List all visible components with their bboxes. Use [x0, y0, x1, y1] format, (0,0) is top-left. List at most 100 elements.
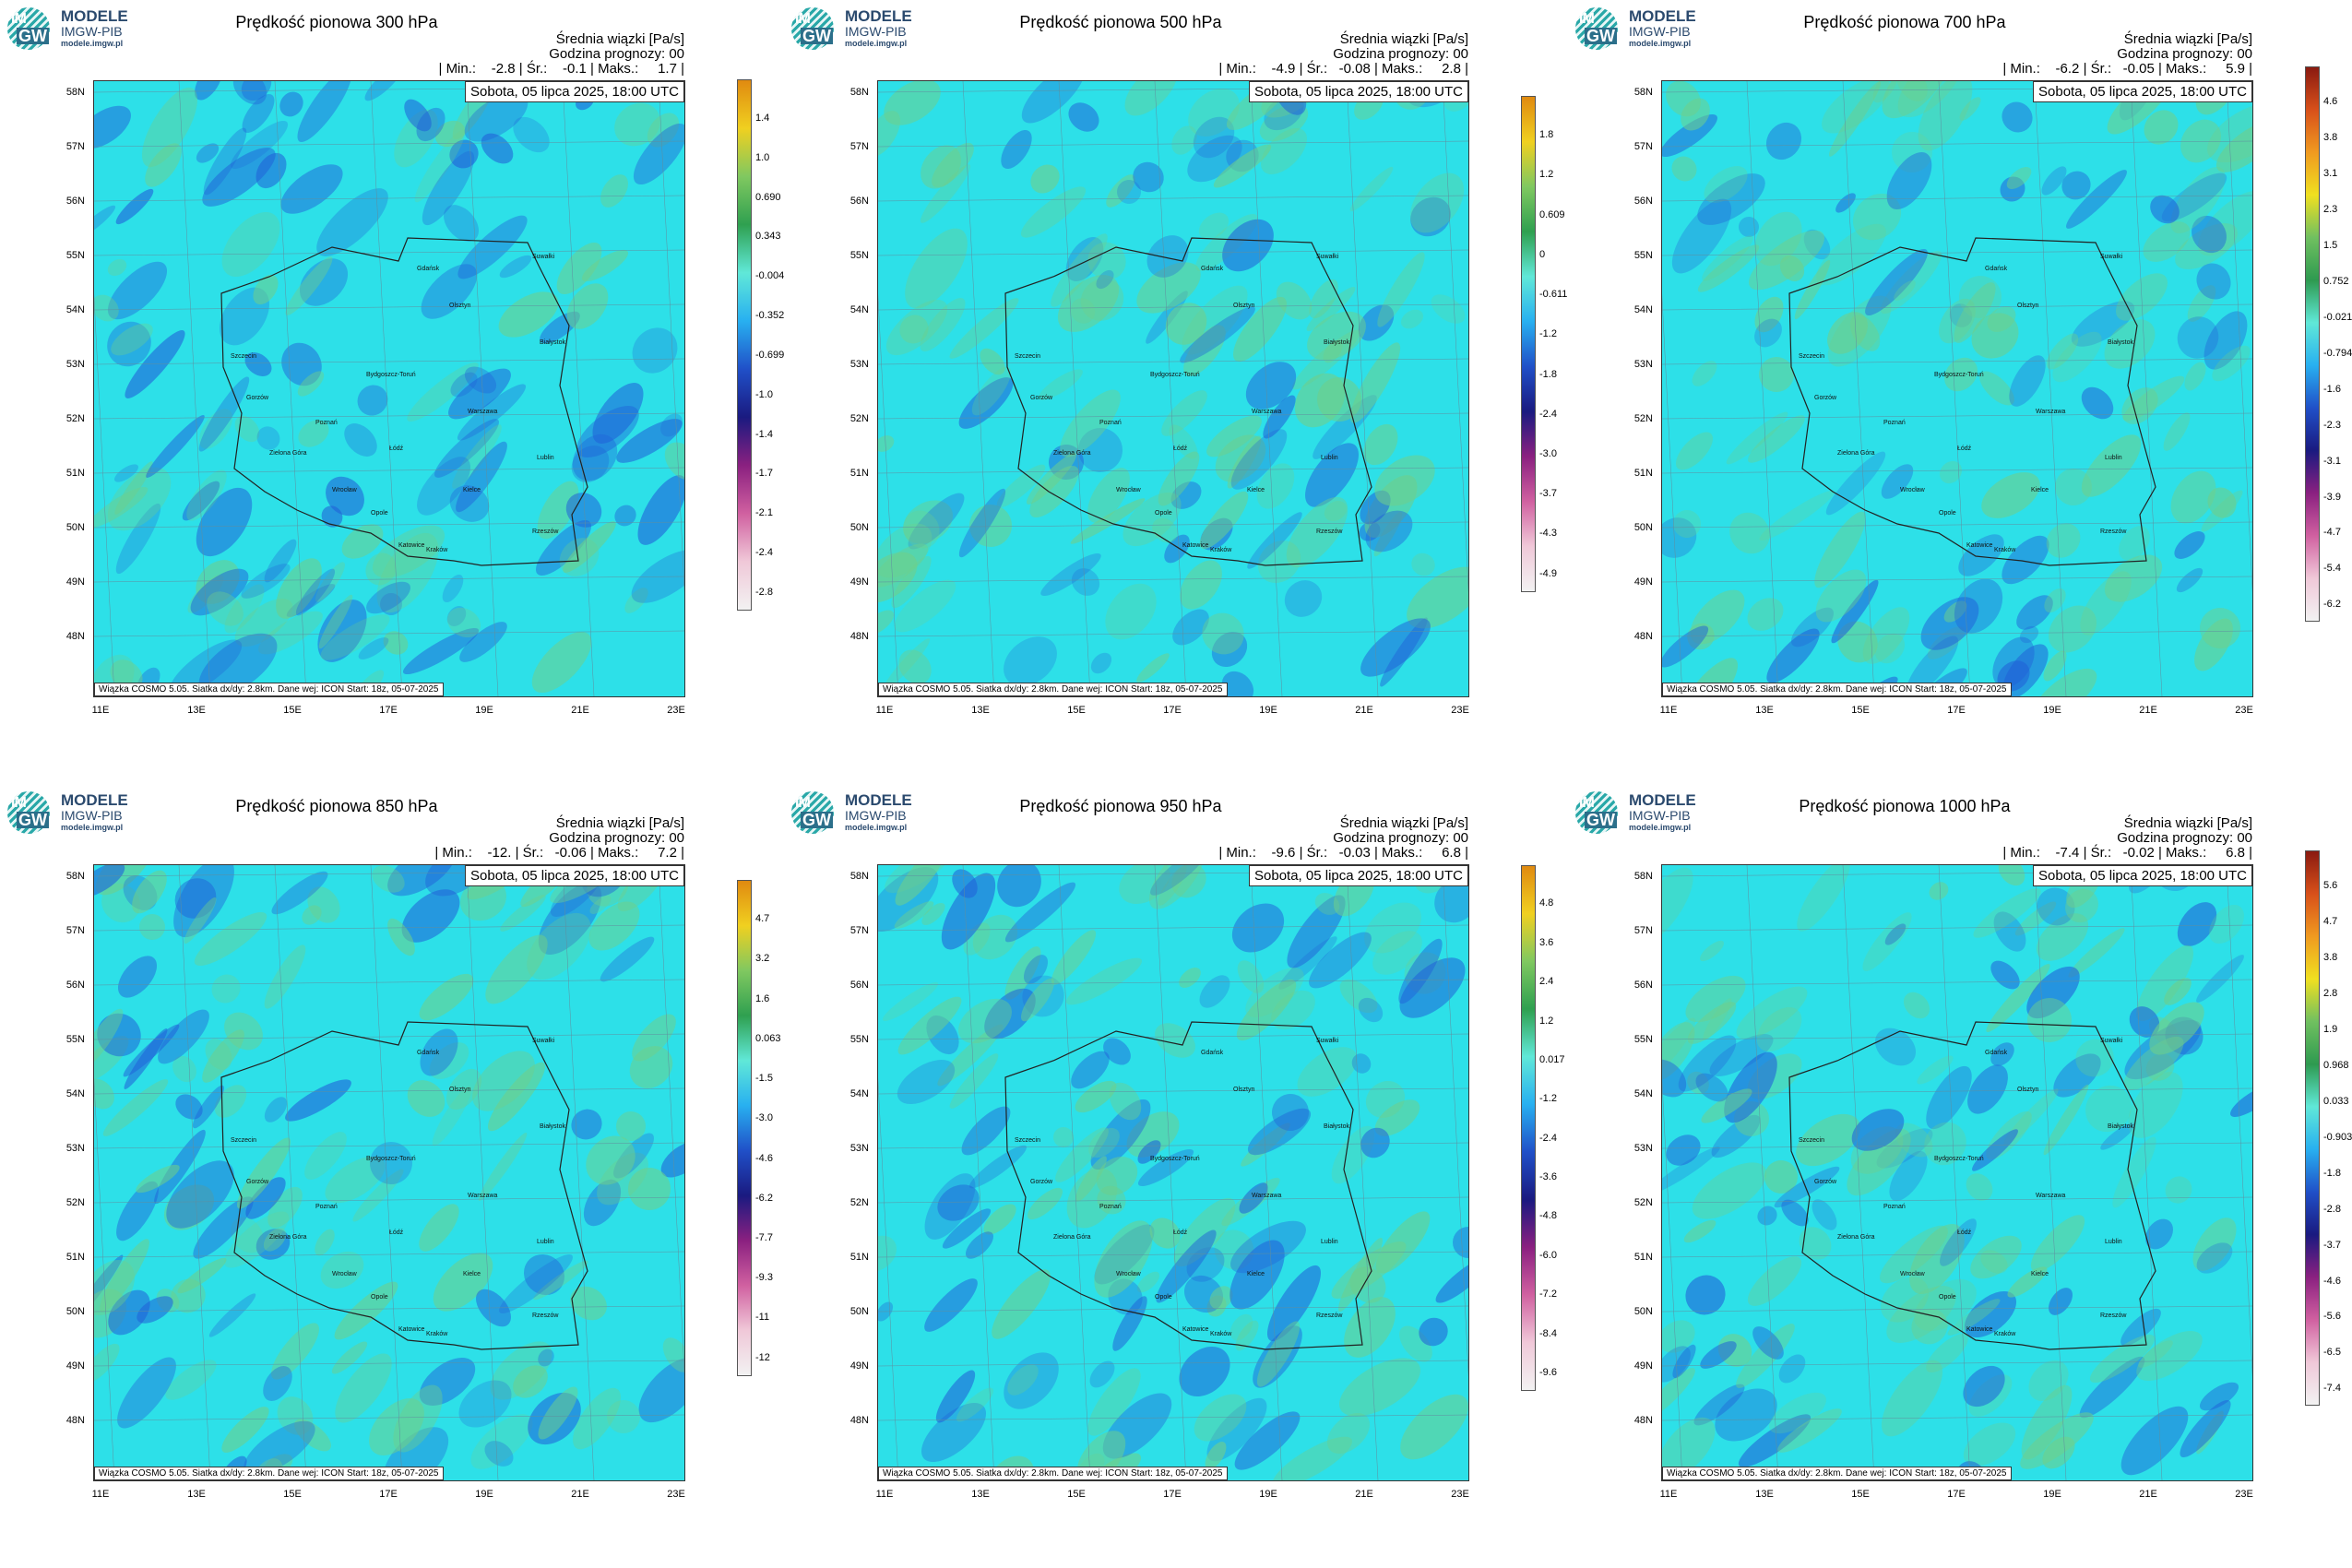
downdraft-patch	[1894, 280, 1916, 301]
updraft-patch	[1247, 1108, 1312, 1156]
colorbar-tick: -4.9	[1539, 567, 1557, 579]
lon-tick-label: 17E	[1947, 705, 1966, 716]
lon-tick-label: 17E	[1947, 1489, 1966, 1500]
updraft-patch	[924, 1278, 978, 1332]
city-label: Opole	[371, 510, 388, 517]
lat-tick-label: 50N	[65, 522, 85, 533]
downdraft-patch	[352, 1169, 404, 1222]
updraft-patch	[2144, 1218, 2174, 1250]
updraft-patch	[2037, 887, 2075, 926]
city-label: Warszawa	[2036, 1193, 2066, 1199]
graticule-lon	[466, 865, 499, 1480]
downdraft-patch	[882, 982, 939, 1021]
downdraft-patch	[2200, 608, 2240, 648]
downdraft-patch	[2021, 1384, 2073, 1460]
colorbar-tick: -0.699	[755, 349, 785, 361]
panel-title: Prędkość pionowa 1000 hPa	[1799, 797, 2011, 815]
updraft-patch	[1179, 1346, 1230, 1397]
colorbar-tick: 4.7	[2323, 915, 2338, 927]
updraft-patch	[443, 205, 480, 242]
colorbar-tick: 0.752	[2323, 275, 2349, 287]
downdraft-patch	[1202, 612, 1244, 655]
updraft-patch	[2180, 1399, 2231, 1458]
updraft-patch	[241, 81, 272, 101]
updraft-patch	[1666, 1134, 1701, 1166]
downdraft-patch	[1881, 1360, 1943, 1437]
colorbar-tick: 1.9	[2323, 1023, 2338, 1035]
city-label: Szczecin	[1799, 1137, 1824, 1144]
valid-date-label: Sobota, 05 lipca 2025, 18:00 UTC	[1249, 81, 1468, 102]
panel-title: Prędkość pionowa 300 hPa	[235, 13, 438, 31]
downdraft-patch	[1158, 451, 1200, 506]
lon-tick-label: 19E	[1259, 1489, 1277, 1500]
downdraft-patch	[1827, 312, 1868, 354]
lon-tick-label: 17E	[1163, 1489, 1182, 1500]
downdraft-patch	[100, 1239, 149, 1313]
lat-tick-label: 49N	[849, 576, 869, 588]
downdraft-patch	[1026, 453, 1077, 505]
downdraft-patch	[2170, 470, 2216, 524]
downdraft-patch	[445, 1068, 482, 1111]
lat-tick-label: 58N	[65, 871, 85, 882]
lat-tick-label: 58N	[849, 87, 869, 98]
graticule-lon	[370, 81, 403, 696]
lon-tick-label: 21E	[571, 1489, 589, 1500]
downdraft-patch	[407, 1080, 445, 1117]
updraft-patch	[1964, 1290, 2017, 1338]
updraft-patch	[2079, 1356, 2145, 1419]
graticule-lat	[878, 1360, 1468, 1367]
downdraft-patch	[1060, 389, 1121, 457]
downdraft-patch	[1944, 357, 1978, 392]
logo-gw: GW	[17, 27, 49, 45]
downdraft-patch	[500, 895, 546, 932]
downdraft-patch	[1796, 1113, 1860, 1167]
lat-tick-label: 48N	[65, 631, 85, 642]
lon-tick-label: 15E	[1067, 1489, 1086, 1500]
updraft-patch	[2129, 1006, 2160, 1038]
graticule-lat	[94, 1142, 684, 1149]
colorbar-tick: 3.2	[755, 953, 770, 965]
downdraft-patch	[1692, 1162, 1767, 1219]
lat-tick-label: 53N	[1633, 359, 1653, 370]
downdraft-patch	[1227, 435, 1262, 489]
downdraft-patch	[1407, 566, 1468, 629]
updraft-patch	[1835, 193, 1856, 213]
updraft-patch	[2053, 1053, 2101, 1098]
updraft-patch	[175, 1094, 203, 1120]
graticule-lat	[94, 412, 684, 420]
updraft-patch	[2196, 1242, 2233, 1274]
updraft-patch	[1234, 1411, 1301, 1470]
lat-tick-label: 54N	[1633, 304, 1653, 315]
updraft-patch	[1774, 1166, 1840, 1208]
colorbar-tick: -3.9	[2323, 491, 2341, 503]
updraft-patch	[2000, 176, 2025, 202]
downdraft-patch	[1675, 432, 1714, 470]
updraft-patch	[2230, 1085, 2252, 1118]
updraft-patch	[402, 627, 480, 675]
downdraft-patch	[607, 1400, 640, 1433]
updraft-patch	[1778, 1354, 1806, 1384]
colorbar-tick: 3.8	[2323, 131, 2338, 143]
downdraft-patch	[1027, 1187, 1063, 1220]
updraft-patch	[1305, 443, 1359, 507]
downdraft-patch	[2081, 434, 2142, 497]
updraft-patch	[1278, 936, 1337, 990]
downdraft-patch	[885, 299, 948, 356]
updraft-patch	[196, 143, 220, 163]
updraft-patch	[448, 368, 511, 420]
city-label: Gorzów	[1030, 395, 1053, 401]
updraft-patch	[2176, 567, 2204, 593]
graticule-lat	[94, 358, 684, 365]
downdraft-patch	[376, 532, 439, 613]
downdraft-patch	[1179, 968, 1201, 988]
panel-title: Prędkość pionowa 850 hPa	[235, 797, 438, 815]
updraft-patch	[125, 330, 185, 398]
colorbar-tick: -5.6	[2323, 1311, 2341, 1323]
updraft-patch	[232, 81, 267, 105]
downdraft-patch	[1874, 633, 1906, 664]
updraft-patch	[2174, 531, 2205, 559]
updraft-patch	[1133, 161, 1164, 193]
downdraft-patch	[470, 1414, 533, 1469]
downdraft-patch	[1235, 1320, 1259, 1351]
lat-tick-label: 50N	[1633, 522, 1653, 533]
